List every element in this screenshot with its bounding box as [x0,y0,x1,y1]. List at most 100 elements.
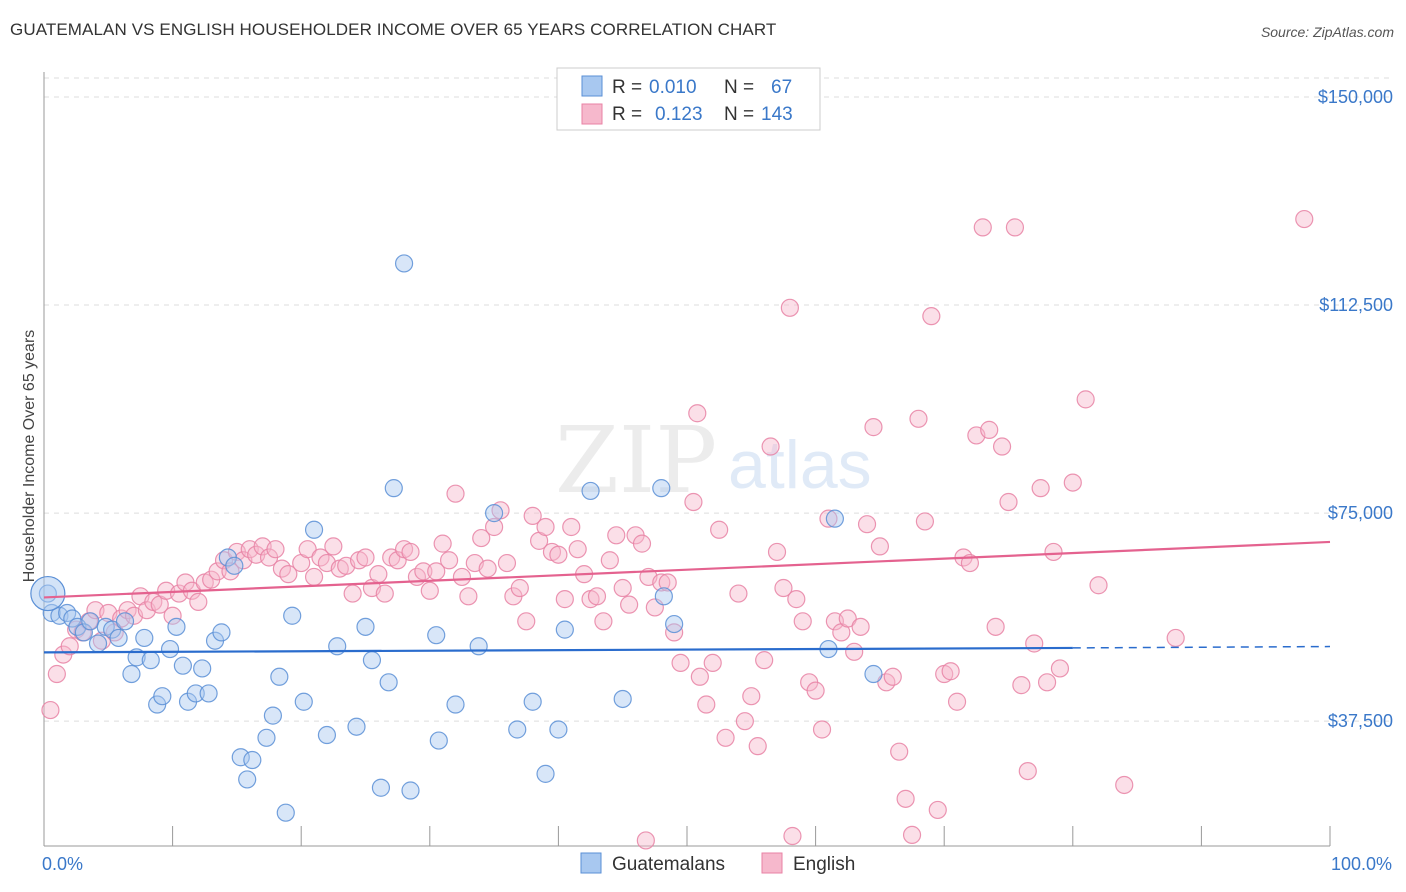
english-point [433,534,452,553]
x-tick-label-max: 100.0% [1331,854,1392,874]
guatemalans-n-label: N = [724,77,754,98]
english-point [716,728,735,747]
guatemalan-point [115,612,135,631]
english-point [658,573,677,592]
english-point [902,825,922,845]
english-n-label: N = [724,104,754,125]
guatemalan-point [283,606,302,625]
english-n-value: 143 [761,104,793,125]
english-point [420,581,439,600]
guatemalan-points [30,254,883,822]
english-point [999,492,1018,512]
english-point [636,831,655,850]
english-point [838,609,857,628]
guatemalan-point [243,750,262,770]
guatemalan-point [429,731,448,750]
guatemalan-point [555,620,574,639]
series-legend: Guatemalans English [580,852,855,875]
guatemalan-point [536,764,555,783]
english-point [388,551,407,570]
guatemalan-point [362,651,382,670]
english-point [620,595,639,614]
guatemalan-point [347,717,366,736]
english-point [600,551,619,570]
english-point [523,506,542,525]
guatemalan-point [225,556,244,575]
english-point [439,551,459,570]
english-point [973,218,992,237]
english-point [857,515,877,534]
guatemalan-point [317,725,337,745]
stats-legend: R = 0.010 N = 67 R = 0.123 N = 143 [556,67,821,131]
guatemalan-point-large [30,575,66,612]
guatemalan-point [135,628,154,648]
guatemalan-point [88,634,108,653]
english-point [568,540,587,559]
gridlines [44,77,1394,722]
watermark-atlas: atlas [728,427,872,503]
y-tick-label: $75,000 [1328,503,1393,523]
english-point [896,789,915,808]
english-point [189,592,208,611]
guatemalan-point [508,720,527,739]
english-point [478,559,497,578]
english-point [748,737,767,756]
english-point [555,590,574,609]
english-point [806,681,825,700]
guatemalan-point [127,648,146,667]
guatemalan-point [523,692,542,711]
english-points [41,209,1314,850]
english-point [343,584,362,603]
english-point [510,578,529,598]
guatemalan-point [469,637,488,656]
guatemalans-swatch [581,75,603,97]
english-point [562,517,581,537]
english-point [767,542,787,562]
english-point [690,667,709,686]
english-point [1063,473,1082,492]
chart-title: GUATEMALAN VS ENGLISH HOUSEHOLDER INCOME… [10,20,777,39]
english-point [922,307,941,326]
guatemalan-point [193,659,212,678]
english-point [992,437,1012,456]
english-point [632,534,652,553]
guatemalan-point [379,673,398,692]
english-point [1089,576,1108,595]
english-point [783,826,802,846]
english-point [703,653,722,673]
english-point [517,612,536,631]
guatemalan-point [401,781,420,800]
english-point [986,617,1005,636]
english-point [1295,209,1314,229]
english-point [536,517,555,537]
guatemalan-point [141,651,160,670]
guatemalan-point [371,778,391,797]
english-swatch [581,103,603,125]
english-point [697,695,716,714]
guatemalan-point [356,617,375,636]
watermark: ZIP atlas [555,407,872,514]
english-point [864,418,883,437]
english-point [793,612,812,631]
guatemalans-trend-line [43,646,1073,654]
english-point [60,637,79,656]
guatemalan-point [199,684,218,703]
english-point [452,567,472,587]
guatemalan-point [864,664,883,684]
english-point [472,528,491,548]
guatemalan-point [153,687,172,706]
guatemalans-trend-extension [1072,645,1331,649]
english-point [304,567,324,587]
y-tick-label: $112,500 [1319,295,1393,315]
guatemalan-point [160,639,180,659]
guatemalan-point [167,617,186,636]
guatemalan-point [613,689,632,709]
guatemalan-point [81,612,100,631]
english-point [980,420,999,439]
english-point [1012,676,1031,695]
guatemalans-r-value: 0.010 [649,77,697,98]
guatemalan-point [665,614,684,634]
english-point [909,409,928,428]
y-axis-tick-labels: $37,500 $75,000 $112,500 $150,000 [1318,87,1393,731]
